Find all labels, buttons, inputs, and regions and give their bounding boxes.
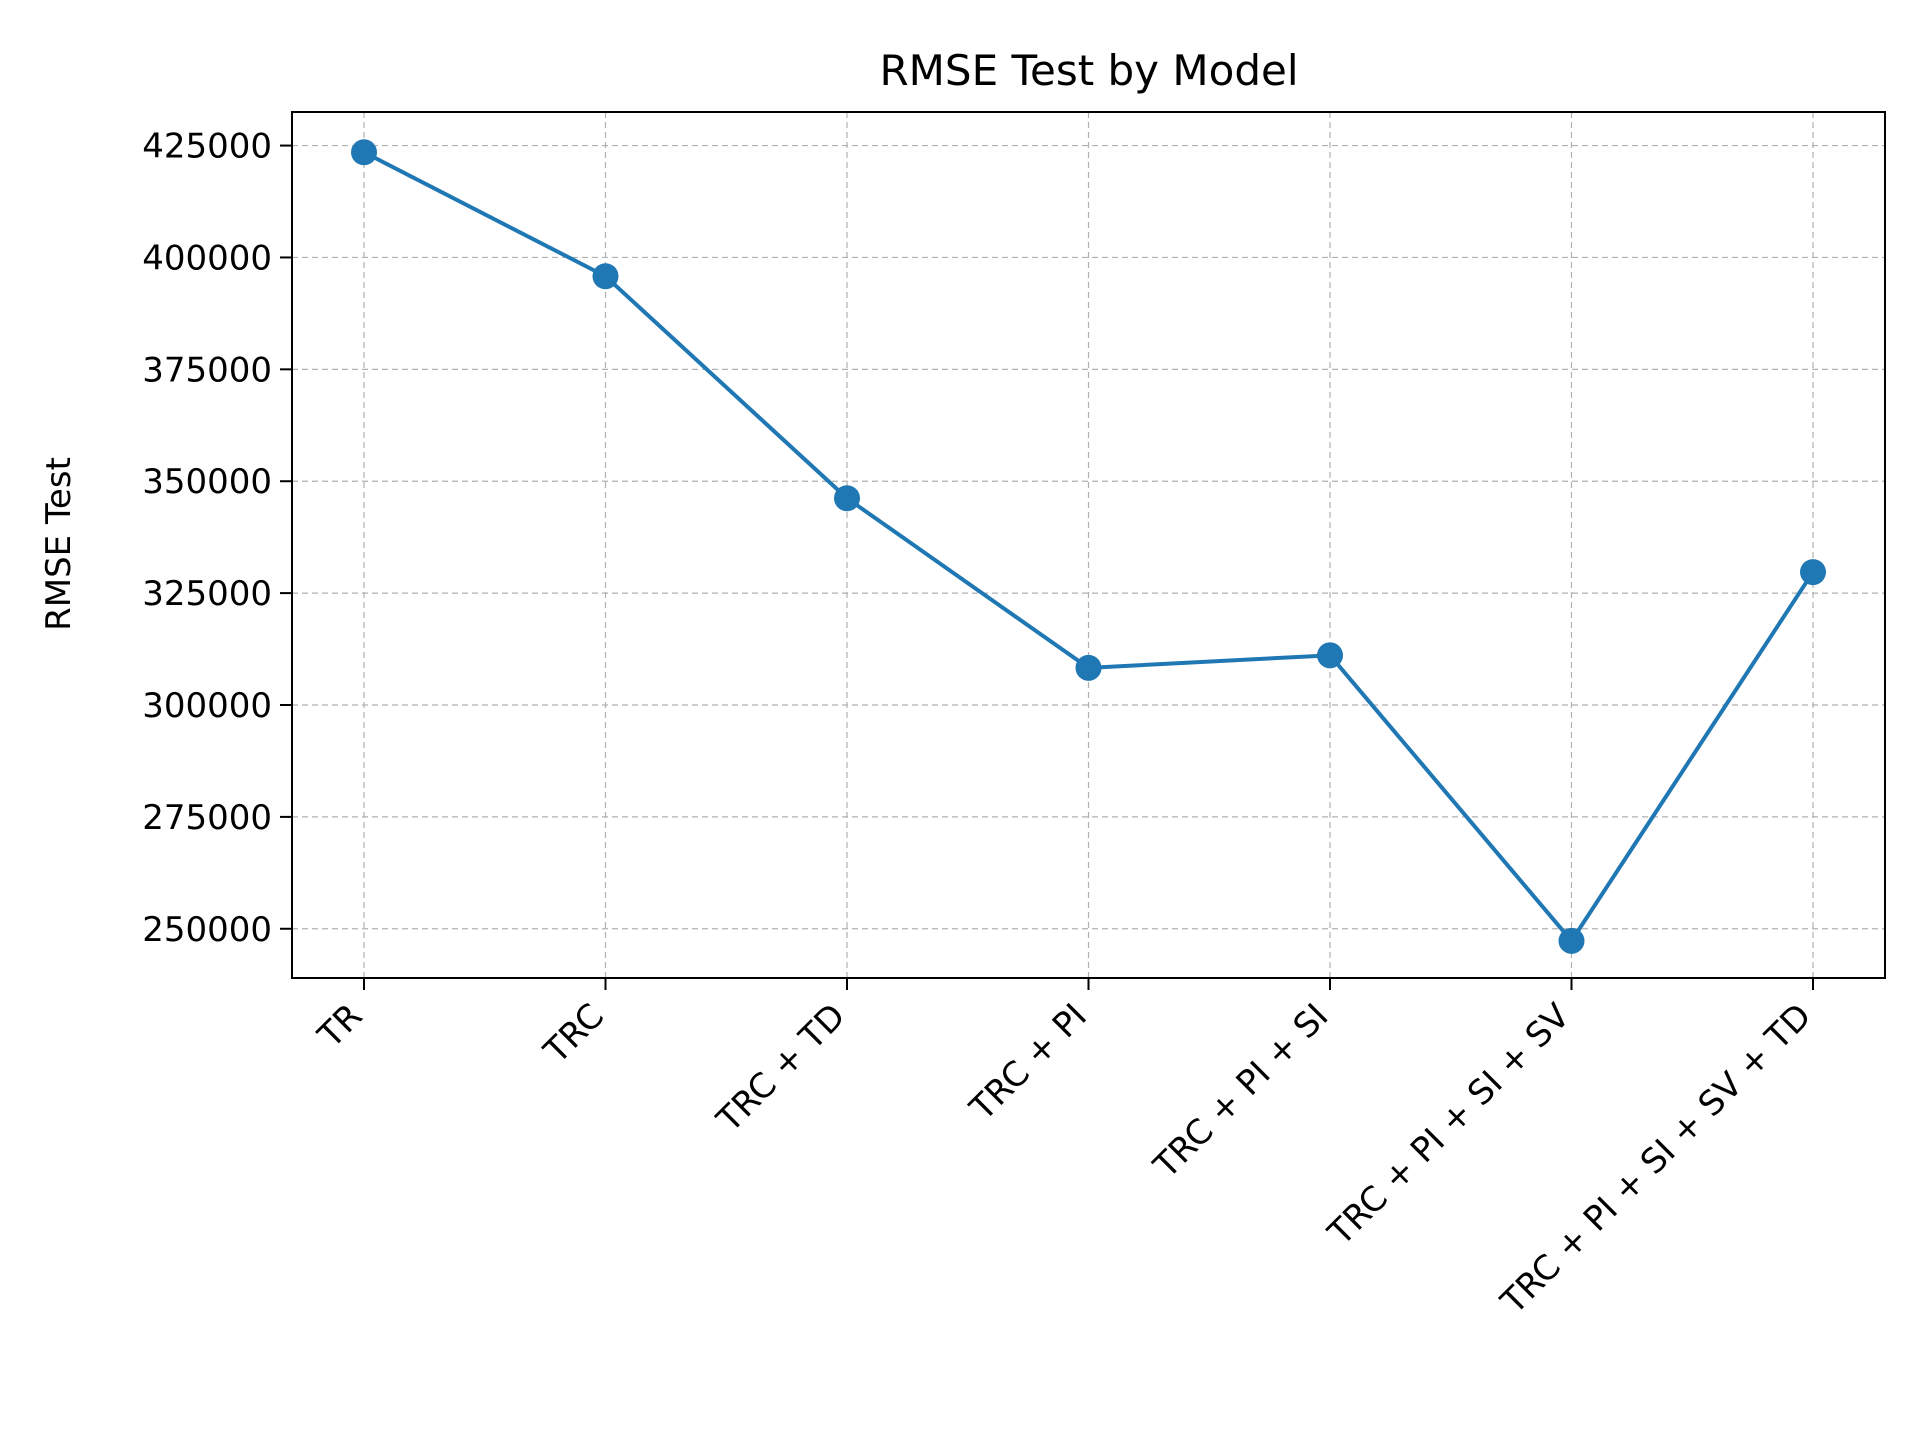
x-tick-label: TRC + PI + SI: [1146, 996, 1337, 1187]
chart-title: RMSE Test by Model: [880, 46, 1299, 95]
x-tick-label: TR: [310, 996, 370, 1056]
y-tick-label: 400000: [142, 238, 272, 278]
y-axis-label: RMSE Test: [39, 457, 79, 631]
data-point: [1075, 654, 1102, 681]
x-tick-label: TRC + TD: [709, 996, 854, 1141]
x-tick-label: TRC: [536, 996, 612, 1072]
axes: [280, 111, 1886, 990]
y-tick-label: 425000: [142, 127, 272, 167]
y-tick-label: 275000: [142, 798, 272, 838]
grid: [292, 112, 1885, 978]
x-tick-label: TRC + PI: [962, 996, 1095, 1129]
y-tick-label: 300000: [142, 686, 272, 726]
y-tick-label: 325000: [142, 574, 272, 614]
y-tick-label: 375000: [142, 350, 272, 390]
series-layer: [351, 139, 1826, 954]
x-tick-label: TRC + PI + SI + SV: [1320, 996, 1578, 1254]
data-point: [351, 139, 377, 166]
y-tick-label: 250000: [142, 910, 272, 950]
data-point: [834, 485, 860, 512]
tick-labels: 250000 275000 300000 325000 350000 375000 4000…: [142, 127, 1819, 1323]
y-tick-label: 350000: [142, 462, 272, 502]
data-point: [1317, 642, 1343, 669]
data-point: [1558, 927, 1585, 954]
data-point: [1800, 559, 1826, 586]
data-point: [592, 263, 619, 290]
